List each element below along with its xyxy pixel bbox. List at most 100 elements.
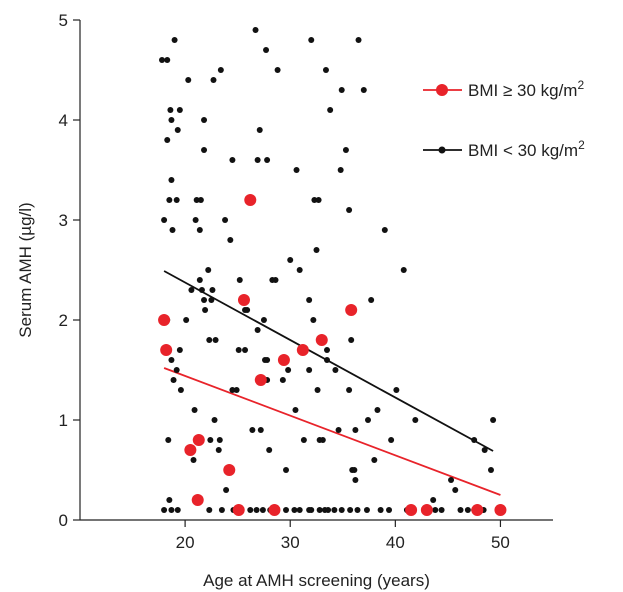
data-point-series-0 — [223, 464, 236, 476]
data-point-series-1 — [368, 297, 375, 303]
data-point-series-1 — [331, 507, 338, 513]
data-point-series-1 — [233, 387, 240, 393]
data-point-series-1 — [218, 507, 225, 513]
data-point-series-1 — [377, 507, 384, 513]
data-point-series-1 — [371, 457, 378, 463]
data-point-series-1 — [325, 507, 332, 513]
legend-label-series-1: BMI < 30 kg/m2 — [468, 138, 585, 160]
data-point-series-0 — [494, 504, 507, 516]
data-point-series-1 — [173, 197, 180, 203]
data-point-series-1 — [174, 127, 181, 133]
data-point-series-1 — [166, 497, 173, 503]
data-point-series-1 — [166, 197, 173, 203]
data-point-series-1 — [249, 427, 256, 433]
data-point-series-1 — [457, 507, 464, 513]
data-point-series-1 — [324, 347, 331, 353]
data-point-series-1 — [337, 167, 344, 173]
data-point-series-1 — [242, 307, 249, 313]
data-point-series-1 — [168, 177, 175, 183]
x-axis-title: Age at AMH screening (years) — [203, 571, 430, 590]
data-point-series-1 — [352, 427, 359, 433]
data-point-series-1 — [448, 477, 455, 483]
data-point-series-1 — [168, 357, 175, 363]
data-point-series-1 — [296, 267, 303, 273]
data-point-series-0 — [254, 374, 267, 386]
data-point-series-1 — [279, 377, 286, 383]
data-point-series-1 — [332, 367, 339, 373]
data-point-series-1 — [170, 377, 177, 383]
data-point-series-1 — [206, 507, 213, 513]
data-point-series-1 — [212, 337, 219, 343]
data-point-series-1 — [247, 507, 254, 513]
data-point-series-1 — [351, 467, 358, 473]
data-point-series-1 — [168, 117, 175, 123]
data-point-series-1 — [316, 507, 323, 513]
data-point-series-1 — [215, 447, 222, 453]
data-point-series-1 — [327, 107, 334, 113]
x-tick-label: 40 — [386, 533, 405, 552]
y-tick-label: 3 — [59, 211, 68, 230]
data-point-series-1 — [300, 437, 307, 443]
data-point-series-1 — [176, 347, 183, 353]
data-point-series-1 — [229, 387, 236, 393]
data-point-series-1 — [363, 507, 370, 513]
legend-label-series-0: BMI ≥ 30 kg/m2 — [468, 78, 584, 100]
data-point-series-0 — [420, 504, 433, 516]
data-point-series-1 — [193, 197, 200, 203]
data-point-series-1 — [207, 437, 214, 443]
y-tick-label: 0 — [59, 511, 68, 530]
data-point-series-1 — [352, 477, 359, 483]
data-point-series-1 — [335, 427, 342, 433]
data-point-series-1 — [338, 87, 345, 93]
data-point-series-1 — [168, 507, 175, 513]
data-point-series-1 — [264, 357, 271, 363]
data-point-series-1 — [201, 297, 208, 303]
data-point-series-1 — [283, 507, 290, 513]
data-point-series-1 — [346, 207, 353, 213]
data-point-series-1 — [173, 367, 180, 373]
data-point-series-1 — [313, 247, 320, 253]
data-point-series-1 — [266, 447, 273, 453]
data-point-series-1 — [158, 57, 165, 63]
data-point-series-1 — [197, 197, 204, 203]
data-point-series-1 — [236, 277, 243, 283]
data-point-series-1 — [201, 147, 208, 153]
y-tick-label: 2 — [59, 311, 68, 330]
legend-label-text: BMI ≥ 30 kg/m — [468, 81, 577, 100]
data-point-series-1 — [253, 507, 260, 513]
data-point-series-1 — [165, 437, 172, 443]
x-tick-label: 30 — [281, 533, 300, 552]
data-point-series-1 — [235, 347, 242, 353]
data-point-series-1 — [285, 367, 292, 373]
data-point-series-1 — [360, 87, 367, 93]
data-point-series-1 — [196, 277, 203, 283]
data-point-series-1 — [206, 337, 213, 343]
data-point-series-1 — [208, 297, 215, 303]
data-point-series-1 — [190, 457, 197, 463]
data-point-series-1 — [315, 197, 322, 203]
data-point-series-1 — [216, 437, 223, 443]
data-point-series-1 — [211, 417, 218, 423]
data-point-series-1 — [171, 37, 178, 43]
data-point-series-1 — [306, 367, 313, 373]
legend-label-superscript: 2 — [578, 138, 585, 152]
data-point-series-1 — [274, 67, 281, 73]
legend-marker-series-0 — [436, 84, 448, 96]
data-point-series-1 — [222, 217, 229, 223]
data-point-series-1 — [471, 437, 478, 443]
data-point-series-1 — [292, 407, 299, 413]
data-point-series-0 — [268, 504, 281, 516]
data-point-series-1 — [167, 107, 174, 113]
data-point-series-1 — [177, 387, 184, 393]
data-point-series-1 — [311, 197, 318, 203]
data-point-series-0 — [277, 354, 290, 366]
data-point-series-0 — [191, 494, 204, 506]
data-point-series-0 — [232, 504, 245, 516]
data-point-series-0 — [405, 504, 418, 516]
data-point-series-0 — [315, 334, 328, 346]
data-point-series-1 — [490, 417, 497, 423]
data-point-series-1 — [291, 507, 298, 513]
data-point-series-1 — [272, 277, 279, 283]
data-point-series-0 — [237, 294, 250, 306]
data-point-series-1 — [205, 267, 212, 273]
